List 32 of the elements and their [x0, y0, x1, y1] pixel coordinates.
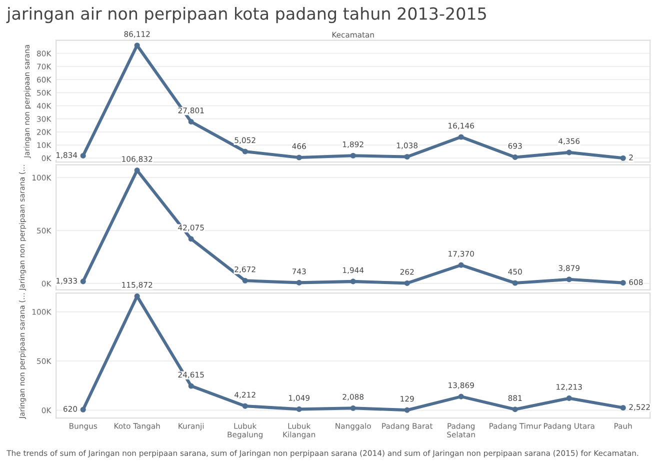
point — [404, 154, 410, 160]
point — [188, 236, 194, 242]
point — [620, 280, 626, 286]
point — [80, 406, 86, 412]
point — [350, 152, 356, 158]
point — [620, 404, 626, 411]
point — [188, 383, 194, 389]
point — [404, 407, 410, 413]
point — [566, 150, 572, 156]
point — [80, 152, 86, 158]
point — [404, 280, 410, 286]
point — [80, 278, 86, 284]
point — [188, 118, 194, 124]
point — [566, 276, 572, 282]
point — [458, 134, 464, 140]
point — [512, 154, 518, 160]
point — [242, 278, 248, 284]
point — [296, 280, 302, 286]
point — [512, 406, 518, 412]
point — [296, 406, 302, 412]
point — [458, 262, 464, 268]
point — [620, 155, 626, 161]
chart-title: jaringan air non perpipaan kota padang tahun 2013-2015 — [6, 6, 486, 24]
point — [242, 403, 248, 409]
point — [566, 395, 572, 401]
point — [350, 278, 356, 284]
point — [458, 394, 464, 400]
point — [512, 280, 518, 286]
point — [242, 148, 248, 154]
point — [350, 405, 356, 411]
point — [296, 154, 302, 160]
point — [134, 168, 140, 174]
